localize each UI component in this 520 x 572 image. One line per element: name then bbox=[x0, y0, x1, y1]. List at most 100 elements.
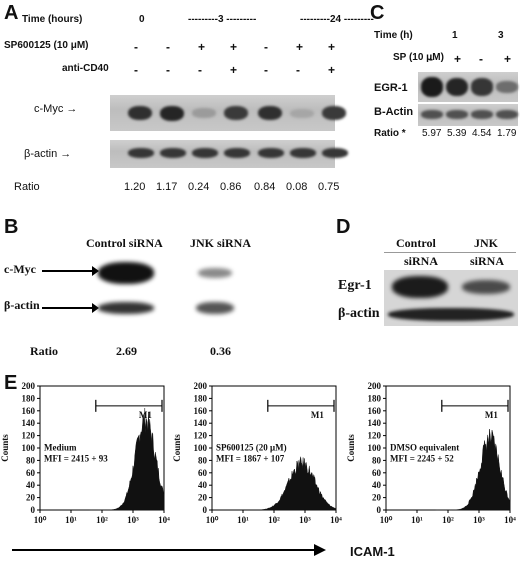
y-tick-label: 180 bbox=[368, 393, 382, 403]
panel-a-sp-sign: + bbox=[296, 40, 304, 54]
panel-c-egr-band bbox=[471, 78, 493, 96]
y-tick-label: 120 bbox=[22, 431, 36, 441]
panel-a-cmyc-band bbox=[258, 105, 282, 121]
y-tick-label: 80 bbox=[198, 455, 208, 465]
x-tick-label: 10⁰ bbox=[34, 515, 47, 525]
histogram-medium: Counts 0 20 40 60 80 100 120 140 160 180 200 10⁰ 10¹ 1… bbox=[0, 381, 170, 525]
gate-m1-label: M1 bbox=[485, 410, 498, 420]
panel-c-sp-sign: - bbox=[479, 52, 483, 66]
y-tick-label: 100 bbox=[368, 443, 382, 453]
panel-d-header-divider bbox=[384, 252, 516, 253]
histogram-condition: DMSO equivalent bbox=[390, 442, 459, 452]
panel-c-sp-sign: - bbox=[429, 52, 433, 66]
panel-b-actin-band-jnk bbox=[196, 302, 234, 314]
panel-b-ratio-jnk: 0.36 bbox=[210, 344, 231, 358]
histogram-condition: Medium bbox=[44, 442, 77, 452]
y-tick-label: 20 bbox=[372, 493, 382, 503]
panel-c-sp-sign: + bbox=[504, 52, 512, 66]
x-tick-label: 10⁴ bbox=[504, 515, 516, 525]
y-tick-label: 120 bbox=[368, 431, 382, 441]
y-tick-label: 40 bbox=[198, 480, 208, 490]
panel-c-ratio: 4.54 bbox=[472, 128, 492, 139]
y-tick-label: 40 bbox=[372, 480, 382, 490]
panel-d-actin-band bbox=[388, 308, 514, 321]
y-tick-label: 0 bbox=[31, 505, 36, 515]
panel-a-ratio: 0.86 bbox=[220, 181, 242, 193]
panel-d-actin-blot bbox=[384, 304, 518, 326]
x-tick-label: 10² bbox=[442, 515, 454, 525]
panel-a-cmyc-band bbox=[192, 108, 216, 118]
panel-a-actin-band bbox=[322, 148, 348, 158]
x-tick-label: 10² bbox=[268, 515, 280, 525]
y-tick-label: 20 bbox=[198, 493, 208, 503]
histogram-fill bbox=[89, 407, 165, 511]
panel-b-col-control: Control siRNA bbox=[86, 236, 163, 250]
panel-a-cmyc-band bbox=[128, 105, 152, 121]
y-tick-label: 60 bbox=[372, 468, 382, 478]
panel-c-sp-sign: + bbox=[454, 52, 462, 66]
y-tick-label: 180 bbox=[22, 393, 36, 403]
y-tick-label: 120 bbox=[194, 431, 208, 441]
histogram-fill bbox=[261, 456, 337, 511]
y-tick-label: 20 bbox=[26, 493, 36, 503]
panel-d-egr-band-jnk bbox=[462, 280, 510, 294]
x-tick-label: 10¹ bbox=[237, 515, 249, 525]
panel-d-col-jnk-2: siRNA bbox=[470, 254, 505, 268]
panel-c-ratio-label: Ratio * bbox=[374, 128, 406, 139]
panel-b-ratio-label: Ratio bbox=[30, 344, 58, 358]
panel-a-cmyc-band bbox=[322, 106, 346, 120]
x-tick-label: 10¹ bbox=[65, 515, 77, 525]
panel-a-actin-band bbox=[290, 148, 316, 158]
histogram-fill bbox=[435, 429, 511, 511]
panel-a-sp-sign: - bbox=[166, 40, 170, 54]
y-tick-label: 200 bbox=[194, 381, 208, 391]
y-tick-label: 60 bbox=[26, 468, 36, 478]
panel-a-cd40-sign: - bbox=[198, 63, 202, 77]
histogram-dmso: Counts 0 20 40 60 80 100 120 140 160 180 200 10⁰ 10¹ 1… bbox=[346, 381, 516, 525]
x-tick-label: 10³ bbox=[299, 515, 311, 525]
panel-b-cmyc-band-control bbox=[98, 262, 154, 284]
panel-d-actin-label: β-actin bbox=[338, 306, 380, 321]
histogram-mfi: MFI = 2415 + 93 bbox=[44, 453, 108, 463]
panel-a-ratio: 0.75 bbox=[318, 181, 340, 193]
panel-d-egr-band-control bbox=[392, 276, 448, 298]
y-tick-label: 160 bbox=[194, 406, 208, 416]
panel-b-cmyc-band-jnk bbox=[198, 268, 232, 278]
y-tick-label: 140 bbox=[22, 418, 36, 428]
panel-a-label: A bbox=[4, 2, 19, 24]
panel-c-ratio: 5.39 bbox=[447, 128, 467, 139]
panel-a-ratio: 0.84 bbox=[254, 181, 276, 193]
gate-m1-label: M1 bbox=[139, 410, 152, 420]
panel-a-ratio: 1.20 bbox=[124, 181, 146, 193]
panel-c-sp-label: SP (10 μM) bbox=[393, 52, 444, 63]
y-tick-label: 100 bbox=[194, 443, 208, 453]
panel-c-label: C bbox=[370, 2, 385, 24]
panel-c-egr-blot bbox=[418, 72, 518, 102]
panel-a-actin-band bbox=[128, 148, 154, 158]
panel-b-actin-arrow bbox=[42, 303, 99, 313]
y-tick-label: 160 bbox=[22, 406, 36, 416]
panel-c-time-1: 1 bbox=[452, 30, 458, 41]
x-tick-label: 10¹ bbox=[411, 515, 423, 525]
panel-c-ratio: 5.97 bbox=[422, 128, 442, 139]
y-tick-label: 160 bbox=[368, 406, 382, 416]
y-tick-label: 140 bbox=[194, 418, 208, 428]
panel-a-ratio: 0.24 bbox=[188, 181, 210, 193]
panel-a-actin-label: β-actin → bbox=[24, 148, 72, 160]
y-tick-label: 0 bbox=[203, 505, 208, 515]
panel-c-actin-band bbox=[446, 110, 468, 119]
panel-a-actin-band bbox=[160, 148, 186, 158]
x-tick-label: 10³ bbox=[473, 515, 485, 525]
panel-c-actin-band bbox=[421, 110, 443, 119]
panel-d-label: D bbox=[336, 216, 351, 238]
panel-a-cd40-sign: + bbox=[328, 63, 336, 77]
panel-c-actin-band bbox=[471, 110, 493, 119]
panel-a-actin-band bbox=[192, 148, 218, 158]
y-tick-label: 100 bbox=[22, 443, 36, 453]
panel-d-egr-label: Egr-1 bbox=[338, 278, 372, 293]
y-tick-label: 60 bbox=[198, 468, 208, 478]
panel-a-sp-sign: - bbox=[264, 40, 268, 54]
x-tick-label: 10³ bbox=[127, 515, 139, 525]
panel-b-actin-label: β-actin bbox=[4, 298, 40, 312]
icam-axis-arrow bbox=[12, 544, 326, 556]
